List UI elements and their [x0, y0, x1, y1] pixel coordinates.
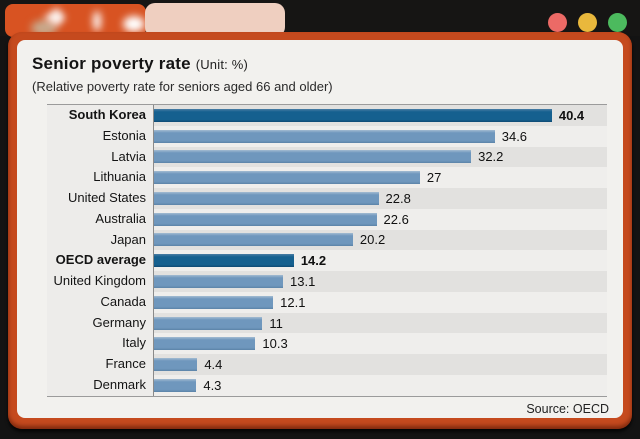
category-label: Italy [122, 335, 146, 351]
bar [154, 275, 283, 288]
category-label: Germany [92, 314, 146, 330]
plot-area: 34.6 [153, 125, 607, 147]
category-label: Lithuania [93, 169, 146, 185]
category-label: OECD average [55, 252, 146, 268]
chart-row: South Korea 40.4 [47, 105, 607, 126]
bar [154, 295, 274, 309]
bar [154, 378, 197, 392]
chart-title: Senior poverty rate [32, 54, 191, 73]
bar [154, 316, 263, 330]
bar [154, 358, 198, 372]
value-label: 20.2 [359, 232, 386, 248]
value-label: 4.3 [203, 377, 222, 393]
value-label: 27 [426, 170, 442, 186]
chart-row: Japan 20.2 [47, 229, 607, 251]
category-label: South Korea [68, 107, 146, 122]
bar [154, 254, 294, 268]
plot-area: 11 [153, 312, 607, 334]
window-controls [548, 13, 627, 32]
chart-row: France 4.4 [47, 354, 607, 375]
category-label: Canada [100, 293, 146, 309]
value-label: 22.8 [385, 190, 411, 206]
plot-area: 10.3 [153, 333, 607, 355]
maximize-window-button[interactable] [608, 13, 627, 32]
plot-area: 12.1 [153, 291, 607, 313]
blurred-logo-icon [53, 8, 60, 26]
plot-area: 22.8 [153, 188, 607, 209]
bar [154, 212, 377, 226]
chart-row: Estonia 34.6 [47, 125, 607, 147]
bar [154, 191, 379, 205]
close-window-button[interactable] [548, 13, 567, 32]
plot-area: 13.1 [153, 271, 607, 292]
bar [154, 108, 552, 122]
bar [154, 337, 256, 351]
plot-area: 14.2 [153, 250, 607, 272]
plot-area: 4.3 [153, 374, 607, 396]
blurred-logo-icon [123, 16, 145, 32]
minimize-window-button[interactable] [578, 13, 597, 32]
category-label: France [105, 356, 146, 372]
chart-row: OECD average 14.2 [47, 250, 607, 272]
chart-row: Italy 10.3 [47, 333, 607, 355]
chart-row: United Kingdom 13.1 [47, 271, 607, 292]
plot-area: 4.4 [153, 354, 607, 375]
value-label: 12.1 [280, 294, 306, 310]
chart-title-line: Senior poverty rate (Unit: %) [32, 54, 615, 74]
plot-area: 40.4 [153, 105, 607, 126]
chart-subtitle: (Relative poverty rate for seniors aged … [32, 79, 333, 94]
category-label: Japan [110, 231, 146, 247]
chart-row: Lithuania 27 [47, 167, 607, 189]
chart-row: Denmark 4.3 [47, 374, 607, 396]
browser-top-bar [0, 0, 640, 37]
category-label: United States [67, 190, 146, 206]
plot-area: 32.2 [153, 146, 607, 168]
browser-tab[interactable] [145, 3, 285, 37]
plot-area: 22.6 [153, 208, 607, 230]
category-label: United Kingdom [53, 273, 147, 289]
chart-row: Germany 11 [47, 312, 607, 334]
bar [154, 129, 495, 143]
value-label: 40.4 [558, 107, 585, 123]
value-label: 13.1 [290, 274, 316, 289]
category-label: Denmark [93, 376, 146, 392]
bar [154, 233, 353, 247]
plot-area: 27 [153, 167, 607, 189]
value-label: 22.6 [383, 211, 409, 227]
chart-row: Canada 12.1 [47, 291, 607, 313]
chart-card-frame: Senior poverty rate (Unit: %) (Relative … [8, 32, 632, 429]
bar [154, 150, 472, 164]
chart-card: Senior poverty rate (Unit: %) (Relative … [17, 40, 623, 418]
value-label: 11 [269, 315, 283, 331]
bar-chart: South Korea 40.4 Estonia 34.6 Latvia 32.2 Lith… [47, 104, 607, 397]
category-label: Australia [95, 210, 146, 226]
value-label: 14.2 [300, 253, 327, 269]
value-label: 4.4 [204, 357, 223, 373]
bar [154, 171, 420, 185]
category-label: Latvia [111, 148, 146, 164]
chart-rows: South Korea 40.4 Estonia 34.6 Latvia 32.2 Lith… [47, 105, 607, 396]
value-label: 34.6 [501, 128, 528, 144]
value-label: 10.3 [262, 336, 288, 352]
value-label: 32.2 [478, 149, 504, 165]
chart-row: Australia 22.6 [47, 208, 607, 230]
chart-unit-label: (Unit: %) [195, 57, 249, 72]
blurred-logo-icon [93, 11, 101, 31]
plot-area: 20.2 [153, 229, 607, 251]
chart-row: Latvia 32.2 [47, 146, 607, 168]
source-note: Source: OECD [526, 401, 609, 416]
chart-row: United States 22.8 [47, 188, 607, 209]
category-label: Estonia [102, 127, 146, 143]
